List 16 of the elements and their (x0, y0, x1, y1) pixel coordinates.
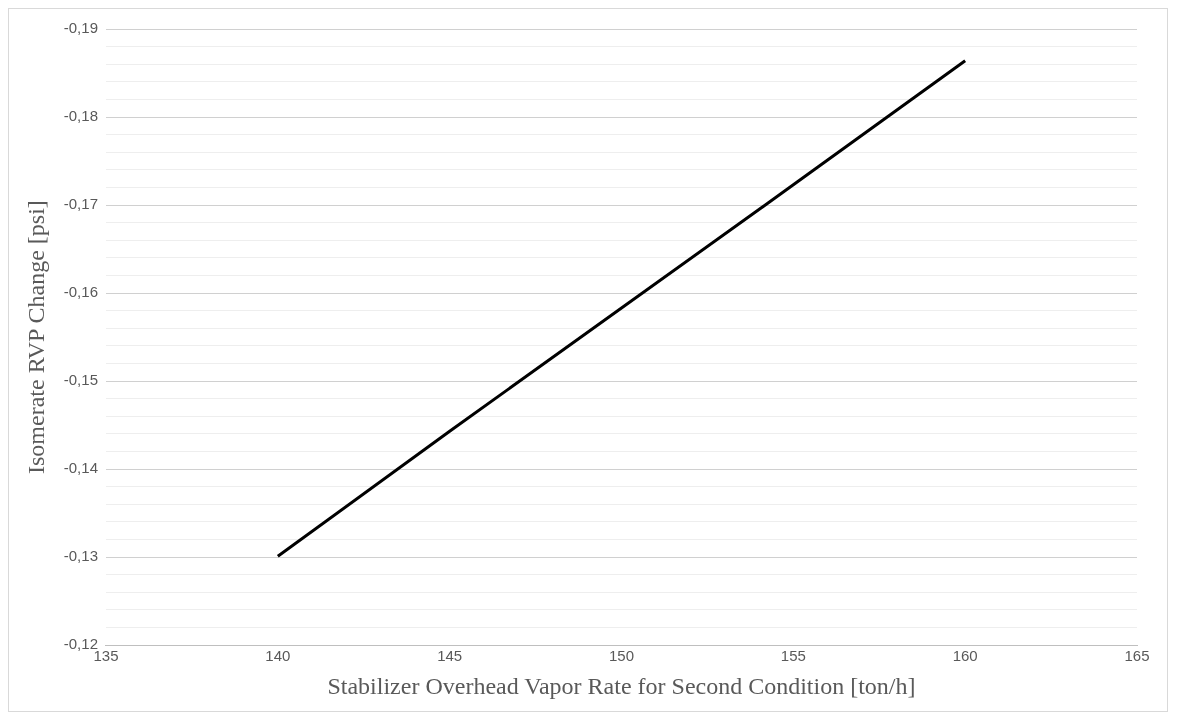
x-tick-label: 140 (265, 647, 291, 665)
x-tick-label: 155 (780, 647, 806, 665)
x-tick-label: 165 (1124, 647, 1150, 665)
x-axis-title: Stabilizer Overhead Vapor Rate for Second Condition [ton/h] (327, 672, 916, 699)
y-tick-label: -0,19 (63, 19, 98, 37)
x-tick-label: 160 (952, 647, 978, 665)
y-tick-label: -0,17 (63, 195, 98, 213)
y-tick-label: -0,13 (63, 547, 98, 565)
x-tick-label: 145 (437, 647, 463, 665)
x-tick-label: 150 (608, 647, 635, 665)
y-tick-label: -0,18 (63, 107, 98, 125)
y-tick-label: -0,15 (63, 371, 98, 389)
y-axis-title: Isomerate RVP Change [psi] (22, 200, 49, 474)
y-tick-label: -0,16 (63, 283, 98, 301)
x-tick-label: 135 (93, 647, 119, 665)
y-tick-label: -0,14 (63, 459, 98, 477)
